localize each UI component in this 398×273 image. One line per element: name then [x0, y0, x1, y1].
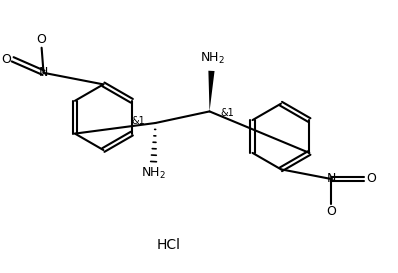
Text: N: N — [39, 66, 48, 79]
Text: O: O — [366, 173, 376, 185]
Text: N: N — [326, 173, 336, 185]
Text: O: O — [1, 53, 11, 66]
Polygon shape — [209, 71, 215, 111]
Text: &1: &1 — [131, 116, 145, 126]
Text: HCl: HCl — [157, 238, 181, 252]
Text: &1: &1 — [220, 108, 234, 118]
Text: O: O — [326, 205, 336, 218]
Text: O: O — [37, 33, 47, 46]
Text: NH$_2$: NH$_2$ — [200, 51, 225, 66]
Text: NH$_2$: NH$_2$ — [141, 166, 166, 181]
